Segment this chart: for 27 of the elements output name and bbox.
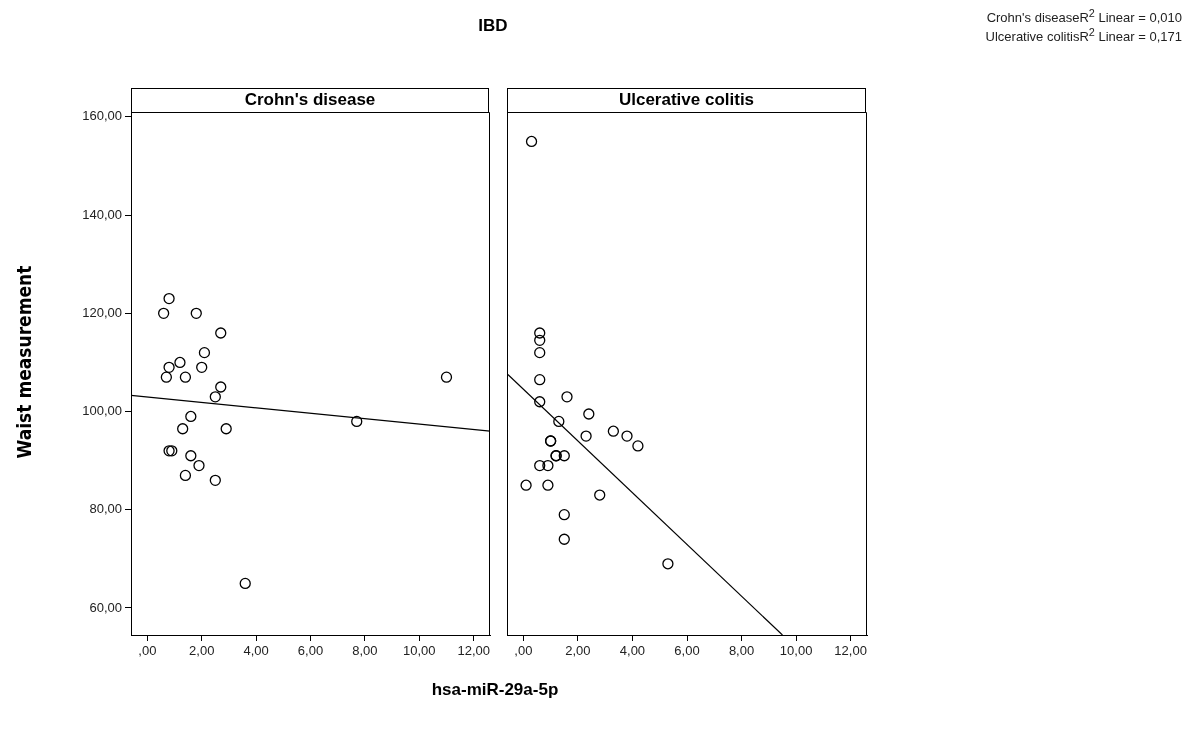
y-tick-label: 140,00 <box>82 206 122 222</box>
x-tick-label: 10,00 <box>779 643 813 659</box>
chart-title: Ulcerative colitis <box>507 88 866 112</box>
text: Ulcerative colitisR$^{2}$ Linear = 0,171 <box>984 25 1182 45</box>
x-tick-label: 10,00 <box>403 643 436 659</box>
y-tick-label: 60,00 <box>89 599 122 615</box>
x-tick-label: 12,00 <box>834 643 867 659</box>
x-tick-label: ,00 <box>138 643 157 659</box>
chart-title: Crohn's disease <box>131 88 489 112</box>
y-tick-label: 80,00 <box>89 501 122 517</box>
x-tick-label: 8,00 <box>728 643 755 659</box>
x-tick-label: 4,00 <box>619 643 646 659</box>
x-tick-label: 2,00 <box>189 643 215 659</box>
y-tick-label: 100,00 <box>82 403 122 419</box>
x-tick-label: 12,00 <box>457 643 490 659</box>
text: Crohn's diseaseR$^{2}$ Linear = 0,010 <box>985 6 1182 26</box>
x-tick-label: 6,00 <box>674 643 700 659</box>
x-tick-label: 6,00 <box>297 643 324 659</box>
x-tick-label: 2,00 <box>565 643 591 659</box>
x-tick-label: ,00 <box>514 643 533 659</box>
text: IBD <box>477 16 509 36</box>
x-axis-title: hsa-miR-29a-5p <box>430 680 560 700</box>
x-tick-label: 8,00 <box>352 643 378 659</box>
y-tick-label: 160,00 <box>82 108 122 124</box>
y-tick-label: 120,00 <box>82 304 122 320</box>
x-tick-label: 4,00 <box>243 643 269 659</box>
y-axis-title: Waist measurement <box>13 265 35 459</box>
